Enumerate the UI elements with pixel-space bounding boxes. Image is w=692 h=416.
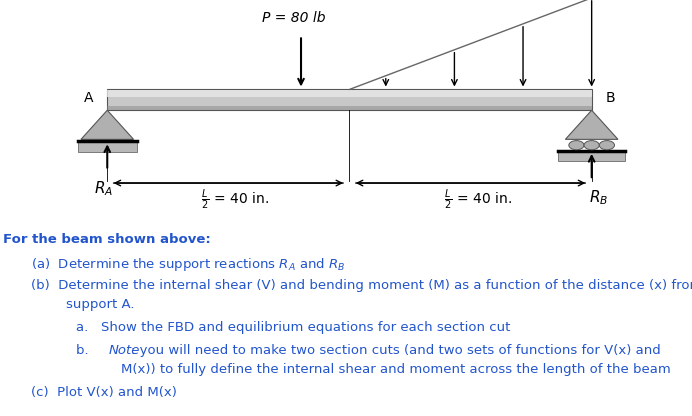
Text: : you will need to make two section cuts (and two sets of functions for V(x) and: : you will need to make two section cuts…	[131, 344, 662, 357]
Circle shape	[599, 141, 614, 150]
Text: (c)  Plot V(x) and M(x): (c) Plot V(x) and M(x)	[31, 386, 177, 399]
Text: M(x)) to fully define the internal shear and moment across the length of the bea: M(x)) to fully define the internal shear…	[121, 364, 671, 376]
Text: (b)  Determine the internal shear (V) and bending moment (M) as a function of th: (b) Determine the internal shear (V) and…	[31, 279, 692, 292]
Text: A: A	[84, 91, 93, 105]
Text: P = 80 lb: P = 80 lb	[262, 11, 326, 25]
Text: $R_A$: $R_A$	[94, 179, 113, 198]
Bar	[107, 106, 592, 110]
Bar	[558, 151, 625, 161]
Bar	[78, 141, 137, 152]
Circle shape	[584, 141, 599, 150]
Text: B: B	[606, 91, 615, 105]
Polygon shape	[81, 110, 134, 139]
Polygon shape	[565, 110, 618, 139]
Text: $\frac{L}{2}$ = 40 in.: $\frac{L}{2}$ = 40 in.	[444, 187, 511, 212]
Text: a.   Show the FBD and equilibrium equations for each section cut: a. Show the FBD and equilibrium equation…	[76, 321, 511, 334]
Text: support A.: support A.	[66, 298, 134, 311]
Text: For the beam shown above:: For the beam shown above:	[3, 233, 211, 246]
Bar	[107, 89, 592, 110]
Text: $\frac{L}{2}$ = 40 in.: $\frac{L}{2}$ = 40 in.	[201, 187, 269, 212]
Text: b.: b.	[76, 344, 102, 357]
Text: (a)  Determine the support reactions $R_A$ and $R_B$: (a) Determine the support reactions $R_A…	[31, 256, 345, 273]
Bar	[107, 91, 592, 97]
Text: $R_B$: $R_B$	[589, 188, 608, 207]
Text: Note: Note	[109, 344, 140, 357]
Circle shape	[569, 141, 584, 150]
